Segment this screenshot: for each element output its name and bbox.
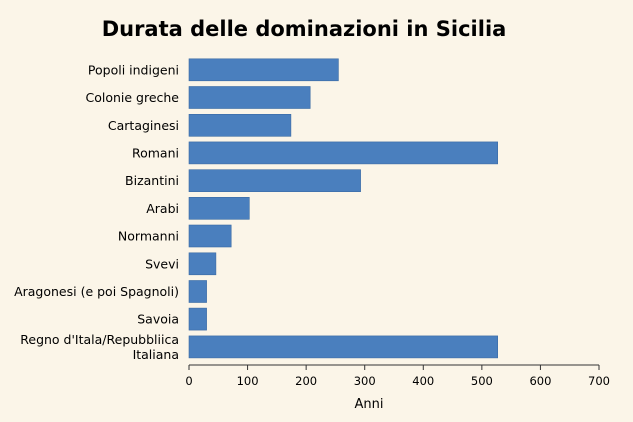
category-label: Romani: [132, 145, 179, 160]
bar: [188, 58, 339, 82]
category-label: Aragonesi (e poi Spagnoli): [14, 284, 179, 299]
bars: [188, 58, 499, 359]
chart-title: Durata delle dominazioni in Sicilia: [102, 17, 507, 41]
bar: [188, 141, 499, 165]
x-tick-label: 300: [354, 374, 376, 388]
bar: [188, 307, 207, 331]
bar: [188, 224, 232, 248]
category-label: Bizantini: [125, 173, 179, 188]
category-label: Colonie greche: [85, 90, 179, 105]
bar: [188, 197, 250, 220]
category-label: Regno d'Itala/Repubbliica Italiana: [20, 332, 179, 362]
category-label: Cartaginesi: [108, 118, 179, 133]
x-tick-label: 200: [295, 374, 317, 388]
x-axis: 0 100 200 300 400 500 600 700: [185, 364, 610, 388]
bar: [188, 114, 292, 137]
category-label: Arabi: [146, 201, 179, 216]
x-tick-label: 100: [237, 374, 259, 388]
bar: [188, 252, 217, 276]
category-label: Savoia: [137, 312, 179, 327]
x-tick-label: 700: [588, 374, 610, 388]
x-axis-label: Anni: [355, 397, 384, 412]
x-tick-label: 500: [471, 374, 493, 388]
bar: [188, 169, 361, 192]
category-label: Popoli indigeni: [88, 62, 179, 77]
bar: [188, 86, 311, 109]
x-tick-label: 400: [412, 374, 434, 388]
bar: [188, 335, 499, 359]
x-tick-label: 600: [529, 374, 551, 388]
x-tick-label: 0: [185, 374, 192, 388]
category-labels: Popoli indigeni Colonie greche Cartaginesi…: [14, 62, 179, 362]
category-label: Normanni: [118, 229, 179, 244]
bar: [188, 280, 207, 303]
category-label: Svevi: [145, 256, 179, 271]
